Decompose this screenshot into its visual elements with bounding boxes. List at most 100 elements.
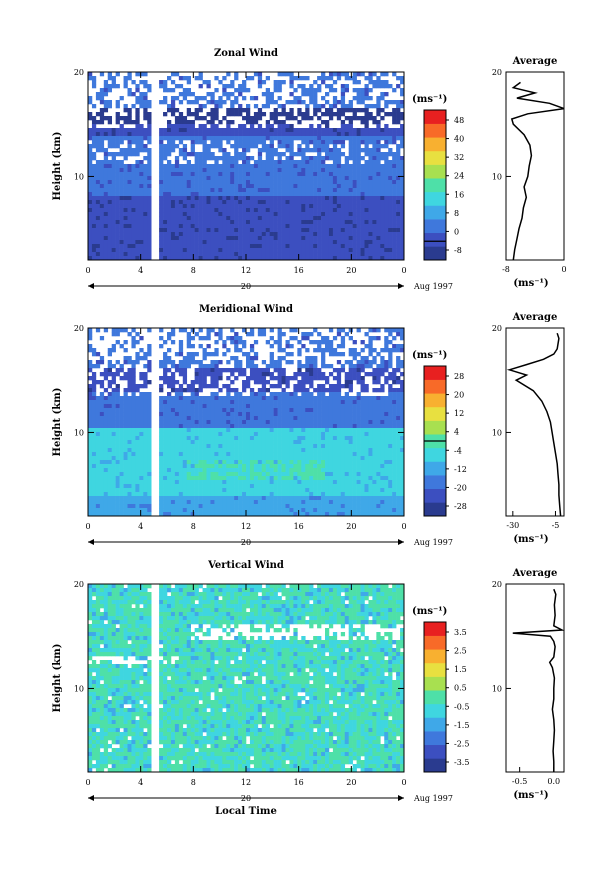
average-y-tick-label: 20: [492, 580, 502, 589]
colorbar-swatch: [424, 622, 446, 636]
colorbar-frame: [423, 109, 447, 261]
colorbar-swatch: [424, 150, 446, 165]
colorbar-swatch: [424, 205, 446, 220]
colorbar-swatch: [424, 178, 446, 193]
colorbar-tick-label: -20: [454, 483, 467, 492]
x-tick-label: 8: [191, 778, 196, 787]
date-marker: 20: [241, 538, 251, 547]
average-profile: Average 20 10 -30 -5 (ms⁻¹): [492, 312, 565, 545]
x-tick-label: 8: [191, 522, 196, 531]
colorbar-swatch: [424, 731, 446, 746]
date-label: Aug 1997: [413, 794, 453, 803]
colorbar-tick-label: 32: [454, 153, 464, 162]
average-line: [506, 332, 562, 517]
colorbar: (ms⁻¹) 48 40 32 24 16 8 0 -8: [412, 94, 464, 261]
average-x-tick-label: 0.0: [547, 777, 560, 786]
x-tick-label: 0: [401, 778, 406, 787]
colorbar-swatch: [424, 137, 446, 152]
y-tick-label: 20: [74, 68, 84, 77]
colorbar-tick-label: 24: [454, 172, 464, 181]
colorbar-swatch: [424, 461, 446, 476]
average-x-label: (ms⁻¹): [513, 534, 548, 545]
colorbar-swatch: [424, 232, 446, 247]
colorbar: (ms⁻¹) 3.5 2.5 1.5 0.5 -0.5 -1.5 -2.5 -3.5: [412, 606, 469, 773]
x-tick-label: 12: [241, 266, 251, 275]
panel-title: Zonal Wind: [214, 48, 278, 59]
colorbar-swatch: [424, 246, 446, 261]
colorbar-swatch: [424, 164, 446, 179]
x-tick-label: 12: [241, 778, 251, 787]
colorbar-swatch: [424, 379, 446, 394]
colorbar-swatch: [424, 123, 446, 138]
average-frame: [505, 327, 565, 517]
colorbar-tick-label: 28: [454, 372, 464, 381]
x-tick-label: 4: [138, 522, 143, 531]
colorbar-swatch: [424, 393, 446, 408]
colorbar-tick-label: -28: [454, 502, 467, 511]
average-title: Average: [512, 56, 558, 67]
colorbar-swatch: [424, 447, 446, 462]
average-y-tick-label: 20: [492, 324, 502, 333]
x-axis-label: Local Time: [215, 806, 277, 817]
colorbar-tick-label: -4: [454, 446, 462, 455]
colorbar-tick-label: -3.5: [454, 758, 469, 767]
x-tick-label: 12: [241, 522, 251, 531]
colorbar-unit: (ms⁻¹): [412, 350, 447, 361]
x-tick-label: 0: [85, 778, 90, 787]
average-x-label: (ms⁻¹): [513, 278, 548, 289]
colorbar-swatch: [424, 676, 446, 691]
x-tick-label: 16: [294, 778, 304, 787]
colorbar: (ms⁻¹) 28 20 12 4 -4 -12 -20 -28: [412, 350, 467, 517]
colorbar-swatch: [424, 758, 446, 773]
date-label: Aug 1997: [413, 538, 453, 547]
colorbar-tick-label: 48: [454, 116, 464, 125]
x-tick-label: 0: [401, 266, 406, 275]
x-tick-label: 8: [191, 266, 196, 275]
colorbar-unit: (ms⁻¹): [412, 606, 447, 617]
panel-title: Vertical Wind: [207, 560, 284, 571]
average-y-tick-label: 10: [492, 428, 502, 437]
colorbar-tick-label: -12: [454, 465, 467, 474]
x-tick-label: 16: [294, 266, 304, 275]
colorbar-swatch: [424, 717, 446, 732]
y-axis-label: Height (km): [52, 388, 63, 457]
y-axis-label: Height (km): [52, 132, 63, 201]
colorbar-swatch: [424, 406, 446, 421]
wind-field: [88, 72, 405, 261]
colorbar-tick-label: 1.5: [454, 665, 467, 674]
average-x-tick-label: 0: [561, 265, 566, 274]
colorbar-tick-label: 20: [454, 391, 464, 400]
average-x-tick-label: -8: [502, 265, 510, 274]
wind-field: [88, 328, 405, 517]
colorbar-swatch: [424, 420, 446, 435]
y-tick-label: 10: [74, 684, 84, 693]
colorbar-swatch: [424, 690, 446, 705]
x-tick-label: 4: [138, 778, 143, 787]
colorbar-tick-label: 0: [454, 227, 459, 236]
colorbar-swatch: [424, 219, 446, 234]
average-x-tick-label: -0.5: [512, 777, 527, 786]
wind-field: [88, 584, 405, 773]
y-tick-label: 20: [74, 324, 84, 333]
colorbar-swatch: [424, 191, 446, 206]
y-axis-label: Height (km): [52, 644, 63, 713]
colorbar-tick-label: -1.5: [454, 721, 469, 730]
x-tick-label: 20: [346, 522, 356, 531]
average-frame: [505, 583, 565, 773]
colorbar-tick-label: 40: [454, 135, 464, 144]
colorbar-tick-label: 8: [454, 209, 459, 218]
colorbar-swatch: [424, 475, 446, 490]
average-profile: Average 20 10 -0.5 0.0 (ms⁻¹): [492, 568, 565, 801]
colorbar-tick-label: 0.5: [454, 684, 467, 693]
average-line: [510, 81, 565, 261]
panel-2: Meridional Wind 20 10 Height (km) 0 4 8 12 16 20 0…: [52, 304, 565, 547]
x-tick-label: 16: [294, 522, 304, 531]
colorbar-unit: (ms⁻¹): [412, 94, 447, 105]
colorbar-tick-label: 4: [454, 428, 459, 437]
colorbar-swatch: [424, 635, 446, 650]
average-x-tick-label: -30: [506, 521, 519, 530]
average-line: [512, 588, 565, 772]
y-tick-label: 10: [74, 172, 84, 181]
